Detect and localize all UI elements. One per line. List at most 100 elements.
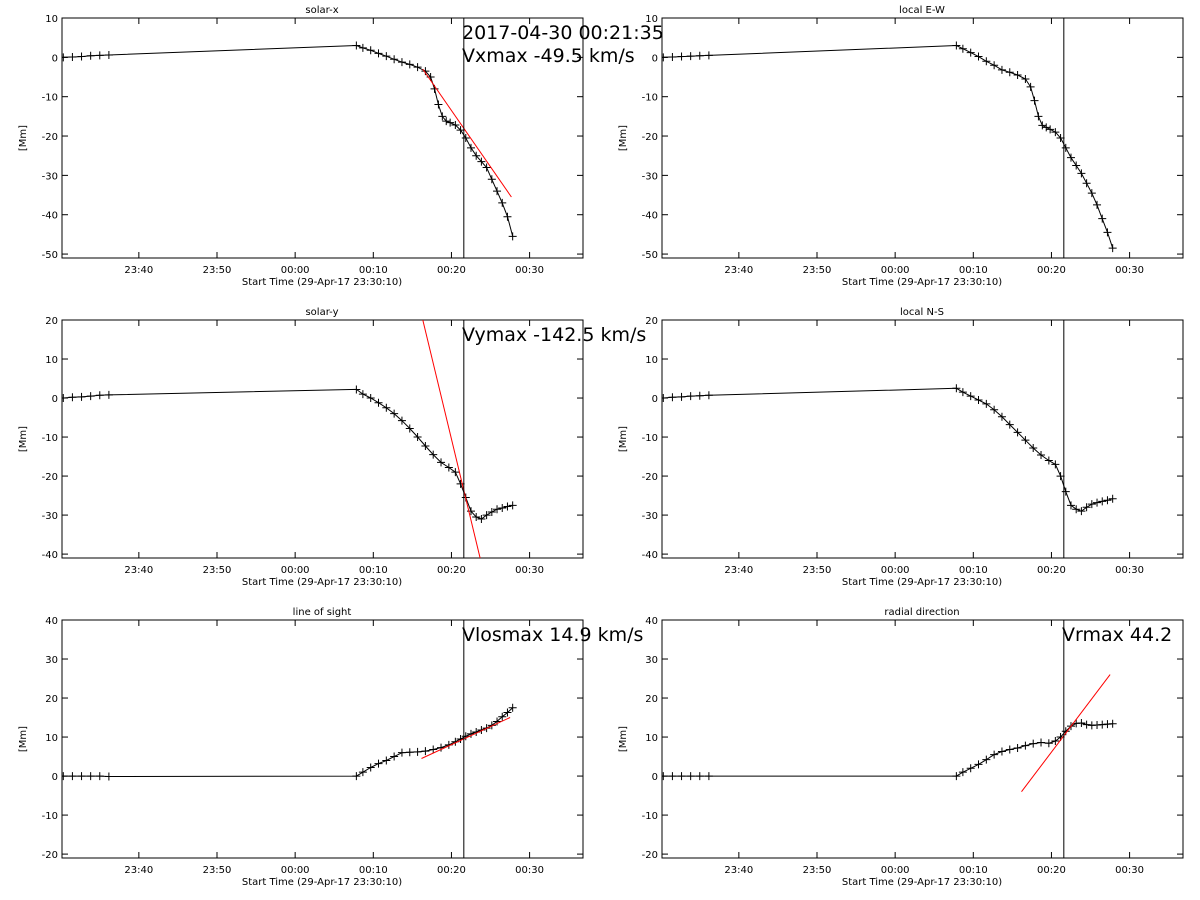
y-tick-label: -30 (42, 171, 58, 182)
y-tick-label: -10 (42, 811, 58, 822)
data-point (662, 53, 668, 62)
x-tick-label: 00:10 (959, 265, 988, 276)
data-point (704, 772, 713, 781)
data-point (966, 48, 975, 57)
data-point (438, 112, 447, 121)
data-point (952, 41, 961, 50)
y-tick-label: 40 (645, 616, 658, 627)
data-line (63, 44, 514, 237)
data-line (663, 44, 1114, 249)
data-point (482, 511, 491, 520)
data-point (1026, 82, 1035, 91)
data-point (358, 43, 367, 52)
data-point (444, 463, 453, 472)
plot-frame (661, 319, 1184, 559)
data-point (1021, 741, 1030, 750)
data-point (1056, 134, 1065, 142)
y-tick-label: -40 (642, 550, 658, 561)
y-tick-label: -20 (642, 472, 658, 483)
data-point (958, 388, 967, 397)
y-tick-label: 0 (652, 772, 658, 783)
data-point (366, 394, 375, 403)
x-axis-label: Start Time (29-Apr-17 23:30:10) (842, 277, 1002, 288)
data-point (434, 100, 443, 109)
y-tick-label: -30 (642, 171, 658, 182)
data-point (95, 391, 104, 400)
data-point (1082, 179, 1091, 188)
x-tick-label: 23:40 (724, 865, 753, 876)
y-tick-label: 0 (52, 53, 58, 64)
y-tick-label: 20 (45, 316, 58, 327)
plot-frame (661, 17, 1184, 259)
data-point (966, 764, 975, 773)
y-tick-label: 30 (645, 655, 658, 666)
data-point (1056, 472, 1065, 481)
plot-area (62, 320, 517, 558)
data-point (668, 772, 677, 781)
data-point (421, 442, 430, 451)
x-tick-label: 23:40 (724, 565, 753, 576)
x-tick-label: 00:00 (881, 865, 910, 876)
y-tick-label: -30 (42, 511, 58, 522)
data-point (1108, 494, 1117, 503)
data-point (974, 395, 983, 404)
data-point (1061, 143, 1070, 152)
data-point (1077, 719, 1086, 728)
data-point (390, 409, 399, 418)
data-point (466, 143, 475, 152)
data-point (498, 504, 507, 513)
data-point (974, 52, 983, 61)
x-tick-label: 23:50 (803, 265, 832, 276)
x-tick-label: 00:30 (1115, 565, 1144, 576)
panel-6: radial direction 23:40 23:50 00:00 00:10 00:2… (618, 607, 1184, 888)
data-point (390, 55, 399, 64)
y-tick-label: 30 (45, 655, 58, 666)
data-line (663, 387, 1113, 512)
data-point (1034, 112, 1043, 121)
data-point (990, 405, 999, 414)
y-axis-label: [Mm] (18, 726, 29, 752)
data-point (686, 52, 695, 61)
data-point (482, 163, 491, 172)
x-tick-label: 00:10 (359, 265, 388, 276)
plot-area (662, 41, 1117, 253)
data-point (1103, 228, 1112, 237)
data-point (352, 385, 361, 394)
data-point (677, 392, 686, 401)
data-point (429, 450, 438, 459)
y-tick-label: -20 (642, 850, 658, 861)
y-tick-label: -20 (42, 472, 58, 483)
data-point (503, 502, 512, 511)
x-tick-label: 23:50 (203, 265, 232, 276)
x-tick-label: 00:30 (1115, 265, 1144, 276)
data-point (1005, 420, 1014, 429)
data-point (1038, 121, 1047, 130)
y-tick-label: -10 (642, 811, 658, 822)
data-point (503, 212, 512, 221)
data-point (374, 759, 383, 768)
x-tick-label: 23:50 (203, 565, 232, 576)
data-point (95, 772, 104, 781)
data-point (382, 403, 391, 412)
x-axis-label: Start Time (29-Apr-17 23:30:10) (842, 877, 1002, 888)
data-point (451, 121, 460, 130)
y-tick-label: 40 (45, 616, 58, 627)
data-point (1037, 738, 1046, 747)
data-point (477, 514, 486, 523)
data-point (1013, 428, 1022, 437)
fit-line (421, 717, 511, 759)
data-point (952, 772, 961, 781)
x-tick-label: 00:20 (1037, 865, 1066, 876)
data-point (397, 748, 406, 757)
data-point (958, 768, 967, 777)
x-tick-label: 00:30 (515, 565, 544, 576)
data-point (405, 60, 414, 69)
fit-line (1021, 674, 1111, 793)
data-point (442, 117, 451, 126)
data-point (86, 51, 95, 60)
data-point (1093, 498, 1102, 507)
data-point (662, 394, 668, 403)
data-point (1044, 456, 1053, 465)
data-point (508, 703, 517, 712)
